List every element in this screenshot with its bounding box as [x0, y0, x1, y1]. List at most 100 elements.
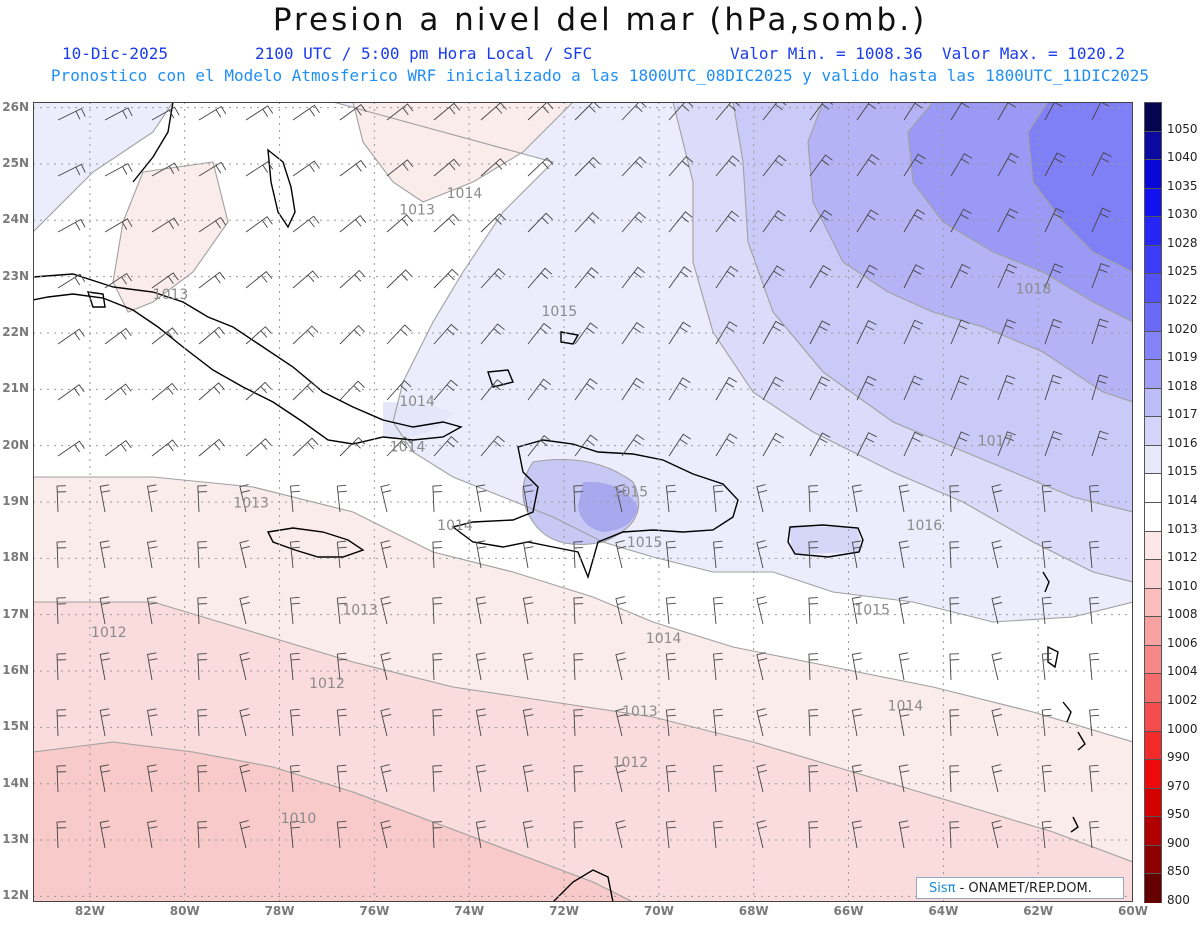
wind-barb [1044, 318, 1063, 345]
wind-barb [715, 102, 740, 121]
wind-barb [57, 273, 86, 289]
wind-barb [336, 484, 347, 513]
wind-barb [898, 708, 910, 737]
wind-barb [950, 375, 970, 401]
wind-barb [573, 485, 584, 513]
wind-barb [57, 163, 86, 177]
contour-labels: 1014 1013 1013 1015 1018 1014 1014 1017 1013 1014… [91, 186, 1051, 827]
wind-barb [898, 540, 910, 569]
wind-barb [665, 484, 677, 513]
wind-barbs [56, 102, 1112, 849]
wind-barb [715, 376, 738, 401]
wind-barb [621, 266, 646, 289]
wind-barb [475, 596, 487, 625]
wind-barb [756, 764, 768, 793]
wind-barb [997, 319, 1016, 345]
latitude-label: 25N [2, 155, 29, 170]
wind-barb [1091, 430, 1109, 457]
wind-barb [433, 435, 459, 457]
wind-barb [290, 708, 301, 737]
wind-barb [668, 433, 692, 457]
wind-barb [713, 708, 724, 737]
wind-barb [380, 764, 392, 793]
wind-barb [756, 820, 768, 849]
wind-barb [386, 103, 414, 121]
map-title: Presion a nivel del mar (hPa,somb.) [272, 2, 928, 38]
wind-barb [239, 596, 251, 625]
wind-barb [808, 653, 819, 681]
latitude-label: 17N [2, 606, 29, 621]
wind-barb [1041, 484, 1052, 513]
wind-barb [991, 708, 1003, 737]
contour-label: 1018 [1016, 282, 1052, 298]
wind-barb [573, 653, 584, 681]
wind-barb [527, 322, 552, 345]
wind-barb [1041, 652, 1052, 681]
wind-barb [522, 820, 534, 849]
colorbar-swatch [1144, 644, 1162, 675]
wind-barb [903, 264, 925, 289]
wind-barb [1041, 708, 1052, 737]
credit-org: - ONAMET/REP.DOM. [959, 881, 1092, 896]
colorbar-swatch [1144, 473, 1162, 503]
contour-label: 1017 [978, 434, 1014, 450]
wind-barb [433, 379, 458, 401]
wind-barb [56, 765, 67, 793]
wind-barb [574, 267, 599, 289]
cuba-coast [33, 273, 463, 445]
wind-barb [851, 484, 863, 513]
wind-barb [808, 597, 819, 625]
wind-barb [756, 484, 768, 513]
wind-barb [433, 102, 461, 121]
longitude-label: 64W [928, 904, 959, 918]
wind-barb [290, 764, 301, 793]
colorbar-swatch [1144, 787, 1162, 818]
wind-barb [56, 821, 67, 849]
wind-barb [151, 162, 180, 177]
colorbar-swatch [1144, 759, 1162, 789]
wind-barb [856, 209, 879, 233]
latitude-label: 16N [2, 663, 29, 677]
wind-barb [756, 596, 768, 625]
wind-barb [339, 436, 366, 457]
wind-barb [1044, 430, 1063, 457]
wind-barb [615, 764, 627, 793]
wind-barb [57, 440, 85, 457]
wind-barb [146, 596, 158, 625]
wind-barb [808, 485, 819, 513]
wind-barb [151, 439, 179, 457]
wind-barb [903, 208, 926, 233]
wind-barb [991, 484, 1003, 513]
wind-barb [290, 652, 301, 681]
wind-barb [713, 652, 724, 681]
wind-barb [856, 319, 877, 345]
colorbar-swatch [1144, 187, 1162, 218]
wind-barb [104, 218, 133, 233]
wind-barb [997, 263, 1017, 289]
wind-barb [991, 596, 1003, 625]
wind-barb [380, 484, 392, 513]
wind-barb [522, 764, 534, 793]
andros-coast [267, 148, 296, 229]
wind-barb [809, 264, 832, 289]
wind-barb [386, 214, 413, 233]
colorbar-swatch [1144, 216, 1162, 246]
wind-barb [198, 161, 227, 177]
band-1010 [33, 742, 633, 902]
wind-barb [336, 652, 347, 681]
wind-barb [339, 380, 365, 401]
latitude-label: 24N [2, 212, 29, 227]
wind-barb [522, 540, 534, 569]
wind-barb [856, 264, 878, 289]
wind-barb [615, 652, 627, 681]
wind-barb [856, 153, 880, 177]
wind-barb [433, 268, 459, 289]
puerto-rico-coast [787, 524, 864, 558]
wind-barb [197, 709, 208, 737]
latitude-label: 15N [2, 719, 29, 734]
contour-label: 1014 [646, 631, 682, 647]
wind-barb [573, 597, 584, 625]
latitude-label: 18N [2, 550, 29, 565]
wind-barb [432, 653, 443, 681]
colorbar-swatch [1144, 873, 1162, 903]
